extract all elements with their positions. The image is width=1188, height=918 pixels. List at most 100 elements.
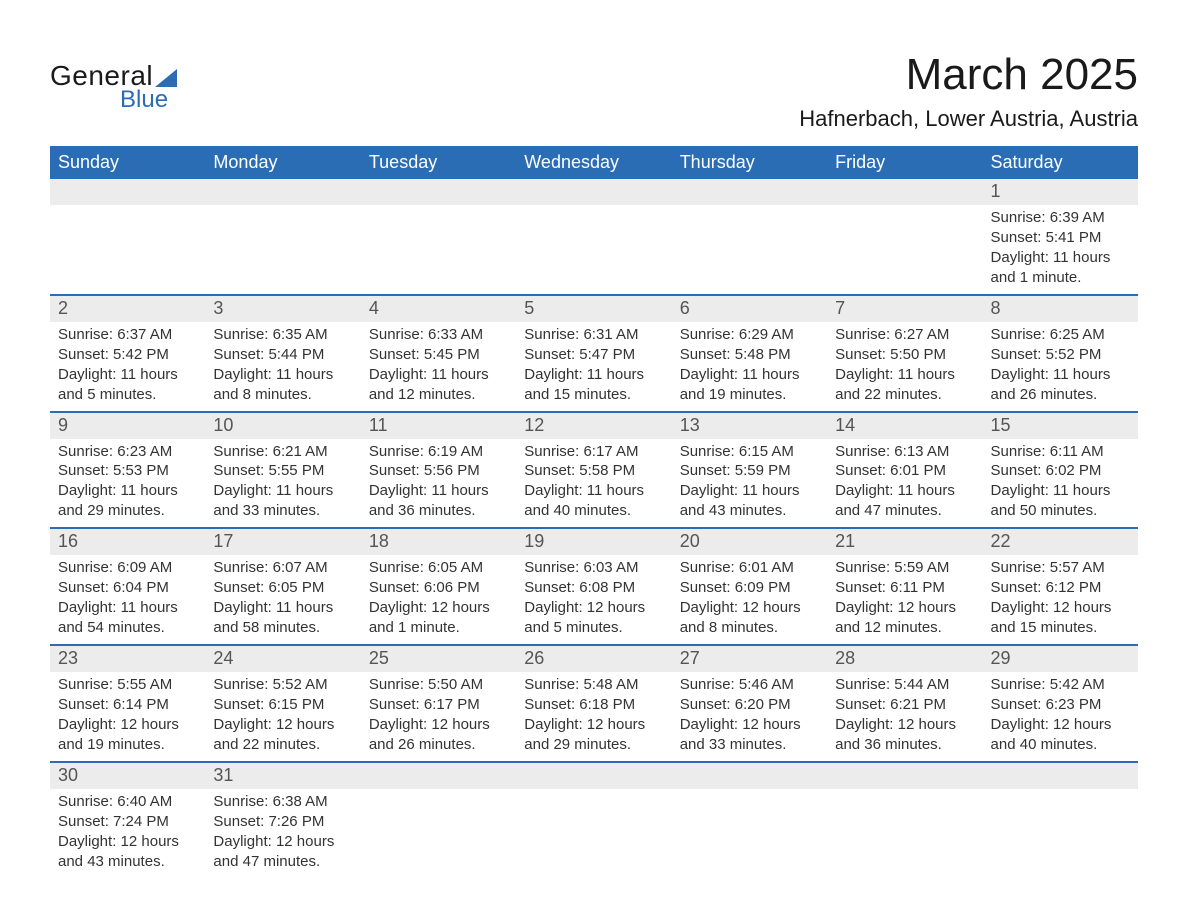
sunrise-text: Sunrise: 5:48 AM	[524, 675, 663, 695]
cell-body: Sunrise: 6:31 AMSunset: 5:47 PMDaylight:…	[516, 322, 671, 411]
calendar-cell: 19Sunrise: 6:03 AMSunset: 6:08 PMDayligh…	[516, 529, 671, 644]
daylight-text: Daylight: 11 hours and 29 minutes.	[58, 481, 197, 521]
day-number: 9	[50, 413, 205, 439]
calendar-cell: 13Sunrise: 6:15 AMSunset: 5:59 PMDayligh…	[672, 413, 827, 528]
day-number: 22	[983, 529, 1138, 555]
cell-body: Sunrise: 6:25 AMSunset: 5:52 PMDaylight:…	[983, 322, 1138, 411]
daylight-text: Daylight: 12 hours and 19 minutes.	[58, 715, 197, 755]
calendar-cell: 31Sunrise: 6:38 AMSunset: 7:26 PMDayligh…	[205, 763, 360, 878]
calendar-cell: 1Sunrise: 6:39 AMSunset: 5:41 PMDaylight…	[983, 179, 1138, 294]
day-number: 8	[983, 296, 1138, 322]
cell-body: Sunrise: 5:52 AMSunset: 6:15 PMDaylight:…	[205, 672, 360, 761]
calendar-cell	[672, 763, 827, 878]
sunset-text: Sunset: 5:47 PM	[524, 345, 663, 365]
calendar-cell: 28Sunrise: 5:44 AMSunset: 6:21 PMDayligh…	[827, 646, 982, 761]
cell-body: Sunrise: 5:44 AMSunset: 6:21 PMDaylight:…	[827, 672, 982, 761]
day-number: 19	[516, 529, 671, 555]
sunrise-text: Sunrise: 6:17 AM	[524, 442, 663, 462]
sunrise-text: Sunrise: 6:05 AM	[369, 558, 508, 578]
sunset-text: Sunset: 5:52 PM	[991, 345, 1130, 365]
sunrise-text: Sunrise: 5:59 AM	[835, 558, 974, 578]
sunrise-text: Sunrise: 6:01 AM	[680, 558, 819, 578]
calendar-cell: 18Sunrise: 6:05 AMSunset: 6:06 PMDayligh…	[361, 529, 516, 644]
sunset-text: Sunset: 6:12 PM	[991, 578, 1130, 598]
day-number: 13	[672, 413, 827, 439]
day-number: 25	[361, 646, 516, 672]
day-number	[516, 179, 671, 205]
daylight-text: Daylight: 11 hours and 36 minutes.	[369, 481, 508, 521]
calendar-week: 2Sunrise: 6:37 AMSunset: 5:42 PMDaylight…	[50, 294, 1138, 411]
day-number: 15	[983, 413, 1138, 439]
daylight-text: Daylight: 11 hours and 15 minutes.	[524, 365, 663, 405]
cell-body: Sunrise: 6:19 AMSunset: 5:56 PMDaylight:…	[361, 439, 516, 528]
calendar-cell	[50, 179, 205, 294]
cell-body: Sunrise: 6:01 AMSunset: 6:09 PMDaylight:…	[672, 555, 827, 644]
calendar-cell: 3Sunrise: 6:35 AMSunset: 5:44 PMDaylight…	[205, 296, 360, 411]
cell-body: Sunrise: 6:21 AMSunset: 5:55 PMDaylight:…	[205, 439, 360, 528]
calendar-cell	[516, 763, 671, 878]
calendar-cell	[983, 763, 1138, 878]
calendar-cell: 30Sunrise: 6:40 AMSunset: 7:24 PMDayligh…	[50, 763, 205, 878]
sunset-text: Sunset: 6:20 PM	[680, 695, 819, 715]
sunset-text: Sunset: 6:11 PM	[835, 578, 974, 598]
calendar-cell: 27Sunrise: 5:46 AMSunset: 6:20 PMDayligh…	[672, 646, 827, 761]
sunrise-text: Sunrise: 6:38 AM	[213, 792, 352, 812]
day-number: 16	[50, 529, 205, 555]
cell-body: Sunrise: 6:29 AMSunset: 5:48 PMDaylight:…	[672, 322, 827, 411]
day-number: 26	[516, 646, 671, 672]
cell-body: Sunrise: 6:13 AMSunset: 6:01 PMDaylight:…	[827, 439, 982, 528]
sunset-text: Sunset: 5:50 PM	[835, 345, 974, 365]
day-number: 2	[50, 296, 205, 322]
calendar-cell: 9Sunrise: 6:23 AMSunset: 5:53 PMDaylight…	[50, 413, 205, 528]
daylight-text: Daylight: 12 hours and 47 minutes.	[213, 832, 352, 872]
cell-body	[983, 789, 1138, 867]
sunrise-text: Sunrise: 5:55 AM	[58, 675, 197, 695]
cell-body: Sunrise: 6:15 AMSunset: 5:59 PMDaylight:…	[672, 439, 827, 528]
sunset-text: Sunset: 5:59 PM	[680, 461, 819, 481]
daylight-text: Daylight: 12 hours and 29 minutes.	[524, 715, 663, 755]
sunset-text: Sunset: 7:24 PM	[58, 812, 197, 832]
sunrise-text: Sunrise: 5:57 AM	[991, 558, 1130, 578]
calendar-cell: 22Sunrise: 5:57 AMSunset: 6:12 PMDayligh…	[983, 529, 1138, 644]
sunrise-text: Sunrise: 5:42 AM	[991, 675, 1130, 695]
weeks-container: 1Sunrise: 6:39 AMSunset: 5:41 PMDaylight…	[50, 179, 1138, 878]
calendar-cell: 11Sunrise: 6:19 AMSunset: 5:56 PMDayligh…	[361, 413, 516, 528]
daylight-text: Daylight: 11 hours and 12 minutes.	[369, 365, 508, 405]
calendar-cell: 26Sunrise: 5:48 AMSunset: 6:18 PMDayligh…	[516, 646, 671, 761]
day-number	[827, 763, 982, 789]
day-number: 12	[516, 413, 671, 439]
sunset-text: Sunset: 6:08 PM	[524, 578, 663, 598]
sunrise-text: Sunrise: 6:11 AM	[991, 442, 1130, 462]
cell-body	[827, 205, 982, 283]
calendar-cell: 8Sunrise: 6:25 AMSunset: 5:52 PMDaylight…	[983, 296, 1138, 411]
sunrise-text: Sunrise: 6:07 AM	[213, 558, 352, 578]
day-number: 23	[50, 646, 205, 672]
calendar-cell: 5Sunrise: 6:31 AMSunset: 5:47 PMDaylight…	[516, 296, 671, 411]
daylight-text: Daylight: 11 hours and 33 minutes.	[213, 481, 352, 521]
day-number: 5	[516, 296, 671, 322]
daylight-text: Daylight: 11 hours and 50 minutes.	[991, 481, 1130, 521]
sunset-text: Sunset: 5:42 PM	[58, 345, 197, 365]
sunset-text: Sunset: 6:21 PM	[835, 695, 974, 715]
sunrise-text: Sunrise: 6:23 AM	[58, 442, 197, 462]
day-number: 20	[672, 529, 827, 555]
day-number: 1	[983, 179, 1138, 205]
calendar-cell: 15Sunrise: 6:11 AMSunset: 6:02 PMDayligh…	[983, 413, 1138, 528]
day-number: 18	[361, 529, 516, 555]
calendar-cell: 24Sunrise: 5:52 AMSunset: 6:15 PMDayligh…	[205, 646, 360, 761]
cell-body: Sunrise: 6:38 AMSunset: 7:26 PMDaylight:…	[205, 789, 360, 878]
location-subtitle: Hafnerbach, Lower Austria, Austria	[799, 106, 1138, 132]
day-number: 27	[672, 646, 827, 672]
day-number: 7	[827, 296, 982, 322]
day-number: 24	[205, 646, 360, 672]
daylight-text: Daylight: 12 hours and 12 minutes.	[835, 598, 974, 638]
calendar-cell: 23Sunrise: 5:55 AMSunset: 6:14 PMDayligh…	[50, 646, 205, 761]
calendar-cell: 2Sunrise: 6:37 AMSunset: 5:42 PMDaylight…	[50, 296, 205, 411]
sunset-text: Sunset: 6:15 PM	[213, 695, 352, 715]
sunrise-text: Sunrise: 6:21 AM	[213, 442, 352, 462]
calendar: Sunday Monday Tuesday Wednesday Thursday…	[50, 146, 1138, 878]
daylight-text: Daylight: 12 hours and 26 minutes.	[369, 715, 508, 755]
sunset-text: Sunset: 6:04 PM	[58, 578, 197, 598]
daylight-text: Daylight: 11 hours and 47 minutes.	[835, 481, 974, 521]
cell-body: Sunrise: 5:57 AMSunset: 6:12 PMDaylight:…	[983, 555, 1138, 644]
